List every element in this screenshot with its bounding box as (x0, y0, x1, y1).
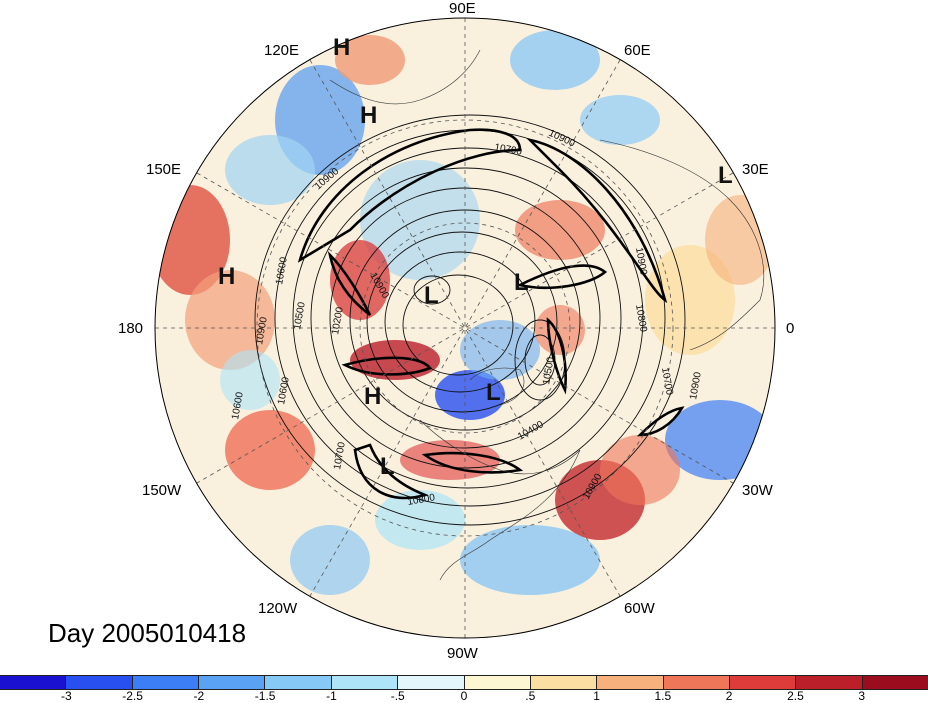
colorbar-tick-label: 1 (593, 689, 600, 703)
lon-label-120e: 120E (264, 42, 300, 59)
colorbar-tick-label: -2.5 (122, 689, 143, 703)
colorbar-tick-label: .5 (525, 689, 536, 703)
colorbar-swatch (0, 676, 67, 689)
colorbar-tick-label: -1 (326, 689, 337, 703)
lon-label-0: 0 (786, 320, 795, 337)
colorbar-swatch (729, 676, 797, 689)
lon-label-150e: 150E (146, 161, 182, 178)
anomaly-field (155, 18, 775, 638)
colorbar-swatch (265, 676, 332, 689)
contour-label: 10700 (493, 142, 523, 158)
lon-label-60e: 60E (624, 42, 651, 59)
colorbar-tick-label: 1.5 (654, 689, 672, 703)
contour-label: 10500 (541, 356, 557, 386)
colorbar-swatch (597, 676, 664, 689)
colorbar-swatch (331, 676, 399, 689)
colorbar-tick-label: 2.5 (787, 689, 804, 703)
lon-label-30w: 30W (742, 482, 773, 499)
day-label: Day 2005010418 (48, 618, 247, 648)
contour-label: 10600 (230, 391, 246, 421)
contour-label: 10200 (330, 306, 346, 336)
contour-labels: 10700 10900 10900 10600 10900 10800 10500 10200… (230, 128, 704, 508)
pressure-centers: H H L H L L L H L (218, 34, 733, 480)
contour-label: 10500 (292, 301, 308, 331)
colorbar-swatch (398, 676, 465, 689)
contour-label: 10600 (276, 376, 292, 406)
jet-streaks (297, 128, 685, 500)
colorbar-swatch (663, 676, 730, 689)
lon-label-30e: 30E (742, 161, 769, 178)
lon-label-150w: 150W (142, 482, 182, 499)
high-pressure-label: H (218, 263, 235, 290)
high-pressure-label: H (360, 102, 377, 129)
lon-label-180: 180 (118, 320, 144, 337)
graticule (155, 18, 775, 638)
low-pressure-label: L (718, 162, 733, 189)
colorbar-swatch (862, 676, 928, 689)
contour-label: 10600 (274, 256, 290, 286)
lon-label-120w: 120W (258, 600, 298, 617)
low-pressure-label: L (424, 282, 439, 309)
contour-label: 10700 (659, 367, 675, 397)
colorbar-tick-label: 2 (725, 689, 733, 703)
map-border (154, 17, 776, 639)
colorbar-tick-label: -.5 (390, 689, 405, 703)
lon-label-90w: 90W (447, 645, 478, 662)
contour-label: 10800 (633, 304, 649, 334)
lon-label-90e: 90E (449, 0, 476, 17)
contour-label: 10900 (254, 316, 270, 346)
colorbar-swatch (796, 676, 863, 689)
colorbar-swatch (132, 676, 200, 689)
colorbar-tick-label: 0 (460, 689, 468, 703)
colorbar-swatch (66, 676, 133, 689)
colorbar-tick-label: -1.5 (254, 689, 276, 703)
contour-label: 10900 (633, 247, 649, 277)
colorbar-tick-label: 3 (858, 689, 866, 703)
low-pressure-label: L (380, 453, 395, 480)
lon-label-60w: 60W (624, 600, 655, 617)
contour-label: 10900 (688, 371, 704, 401)
colorbar (0, 675, 928, 690)
contour-label: 10700 (332, 441, 348, 471)
colorbar-swatch (199, 676, 266, 689)
high-pressure-label: H (364, 383, 381, 410)
contour-label: 10800 (407, 492, 437, 508)
colorbar-tick-label: -3 (60, 689, 72, 703)
colorbar-swatch (530, 676, 598, 689)
low-pressure-label: L (486, 379, 501, 406)
coastlines (329, 49, 765, 581)
low-pressure-label: L (514, 269, 529, 296)
high-pressure-label: H (333, 34, 350, 61)
colorbar-swatch (464, 676, 531, 689)
colorbar-tick-label: -2 (193, 689, 205, 703)
